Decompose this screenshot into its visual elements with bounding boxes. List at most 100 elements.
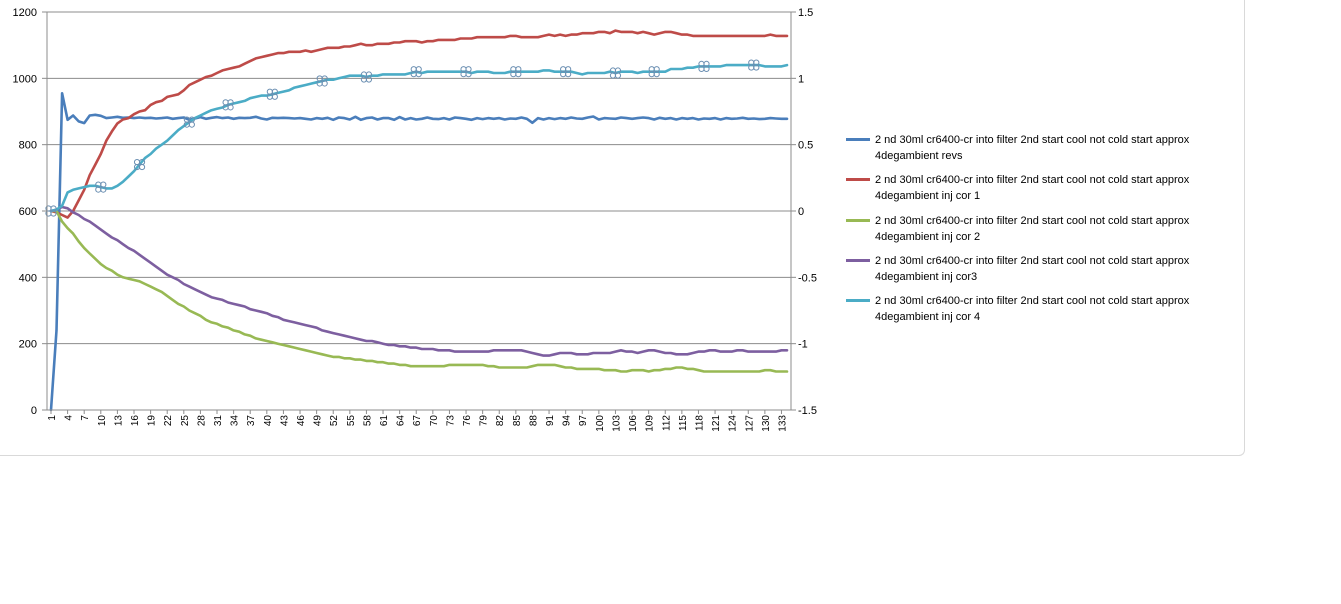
x-tick-label: 70 <box>429 415 440 427</box>
x-tick-label: 109 <box>645 415 656 432</box>
x-tick-label: 100 <box>595 415 606 432</box>
chart-frame <box>0 0 1245 456</box>
marker-ring <box>133 158 141 166</box>
x-tick-label: 43 <box>279 415 290 427</box>
y-axis-right-ticks: -1.5 -1 -0.5 0 0.5 1 1.5 <box>798 7 817 417</box>
x-tick-label: 34 <box>230 415 241 427</box>
marker-ring <box>365 76 373 83</box>
marker-ring <box>271 93 278 100</box>
series-marker <box>266 88 278 100</box>
x-tick-label: 13 <box>113 415 124 427</box>
marker-ring <box>100 186 107 193</box>
series-marker <box>609 67 622 79</box>
x-tick-label: 46 <box>296 415 307 427</box>
x-tick-label: 127 <box>744 415 755 432</box>
legend-swatch <box>846 178 870 182</box>
marker-ring <box>50 210 57 217</box>
series-marker <box>648 66 660 78</box>
x-tick-label: 73 <box>445 415 456 427</box>
x-tick-label: 124 <box>728 415 739 432</box>
y-right-tick-label: -1.5 <box>798 405 817 417</box>
legend-label: 2 nd 30ml cr6400-cr into filter 2nd star… <box>875 134 1190 162</box>
x-tick-label: 91 <box>545 415 556 427</box>
marker-ring <box>653 71 660 78</box>
series-marker <box>45 205 57 217</box>
series-marker <box>360 71 373 83</box>
marker-ring <box>753 64 760 71</box>
series-line-4 <box>49 205 789 357</box>
series-lines <box>49 29 789 412</box>
series-marker <box>316 75 328 87</box>
legend-item-3: 2 nd 30ml cr6400-cr into filter 2nd star… <box>846 213 1236 253</box>
marker-ring <box>188 121 195 128</box>
legend-item-1: 2 nd 30ml cr6400-cr into filter 2nd star… <box>846 132 1236 172</box>
x-tick-label: 7 <box>80 415 91 421</box>
marker-ring <box>227 104 234 111</box>
y-right-tick-label: -0.5 <box>798 272 817 284</box>
series-marker <box>410 66 422 78</box>
series-marker <box>95 181 107 193</box>
x-tick-label: 58 <box>362 415 373 427</box>
axes <box>42 11 796 414</box>
x-tick-label: 55 <box>346 415 357 427</box>
y-left-tick-label: 0 <box>31 405 37 417</box>
legend-swatch <box>846 138 870 141</box>
series-line-1 <box>49 92 789 412</box>
x-tick-label: 37 <box>246 415 257 427</box>
series-line-3 <box>49 209 789 373</box>
legend-label: 2 nd 30ml cr6400-cr into filter 2nd star… <box>875 295 1190 324</box>
x-tick-label: 79 <box>479 415 490 427</box>
legend-label: 2 nd 30ml cr6400-cr into filter 2nd star… <box>875 254 1190 283</box>
x-tick-label: 118 <box>694 415 705 431</box>
legend: 2 nd 30ml cr6400-cr into filter 2nd star… <box>846 132 1236 333</box>
x-tick-label: 25 <box>180 415 191 427</box>
marker-ring <box>222 99 229 106</box>
x-tick-label: 28 <box>196 415 207 427</box>
x-tick-label: 61 <box>379 415 390 427</box>
y-left-tick-label: 600 <box>19 206 37 218</box>
series-marker <box>222 99 234 111</box>
series-marker <box>698 60 710 72</box>
x-tick-label: 19 <box>147 415 158 427</box>
series-line-2 <box>49 29 789 219</box>
legend-item-4: 2 nd 30ml cr6400-cr into filter 2nd star… <box>846 253 1236 293</box>
x-axis-ticks: 1 4 7 10 13 16 19 22 25 28 31 34 37 40 43 46 49 52 55 58 61 6… <box>47 415 788 432</box>
x-tick-label: 106 <box>628 415 639 432</box>
legend-swatch <box>846 258 870 262</box>
legend-item-2: 2 nd 30ml cr6400-cr into filter 2nd star… <box>846 172 1236 212</box>
y-left-tick-label: 800 <box>19 140 37 152</box>
series-line-5 <box>49 63 789 213</box>
y-right-tick-label: 0.5 <box>798 140 813 152</box>
marker-ring <box>565 71 572 78</box>
y-axis-left-ticks: 0 200 400 600 800 1000 1200 <box>13 7 37 417</box>
series-marker <box>183 116 195 128</box>
y-right-tick-label: 0 <box>798 206 804 218</box>
x-tick-label: 133 <box>777 415 788 432</box>
legend-label: 2 nd 30ml cr6400-cr into filter 2nd star… <box>875 214 1190 243</box>
x-tick-label: 130 <box>761 415 772 432</box>
marker-ring <box>465 71 472 78</box>
x-tick-label: 52 <box>329 415 340 427</box>
series-marker <box>560 66 572 78</box>
y-right-tick-label: 1.5 <box>798 7 813 19</box>
series-marker <box>748 59 760 71</box>
x-tick-label: 67 <box>412 415 423 427</box>
x-tick-label: 85 <box>512 415 523 427</box>
x-tick-label: 82 <box>495 415 506 427</box>
y-left-tick-label: 400 <box>19 272 37 284</box>
series-marker <box>133 158 146 171</box>
series-marker <box>510 66 522 78</box>
y-left-tick-label: 1200 <box>13 7 37 19</box>
y-right-tick-label: -1 <box>798 339 808 351</box>
marker-ring <box>614 72 622 79</box>
legend-swatch <box>846 218 870 222</box>
y-left-tick-label: 1000 <box>13 73 37 85</box>
x-tick-label: 49 <box>313 415 324 427</box>
marker-ring <box>321 80 328 87</box>
x-tick-label: 16 <box>130 415 141 427</box>
x-tick-label: 121 <box>711 415 722 432</box>
x-tick-label: 22 <box>163 415 174 427</box>
marker-ring <box>138 163 146 171</box>
series-marker <box>460 66 472 78</box>
series-markers <box>45 59 760 217</box>
